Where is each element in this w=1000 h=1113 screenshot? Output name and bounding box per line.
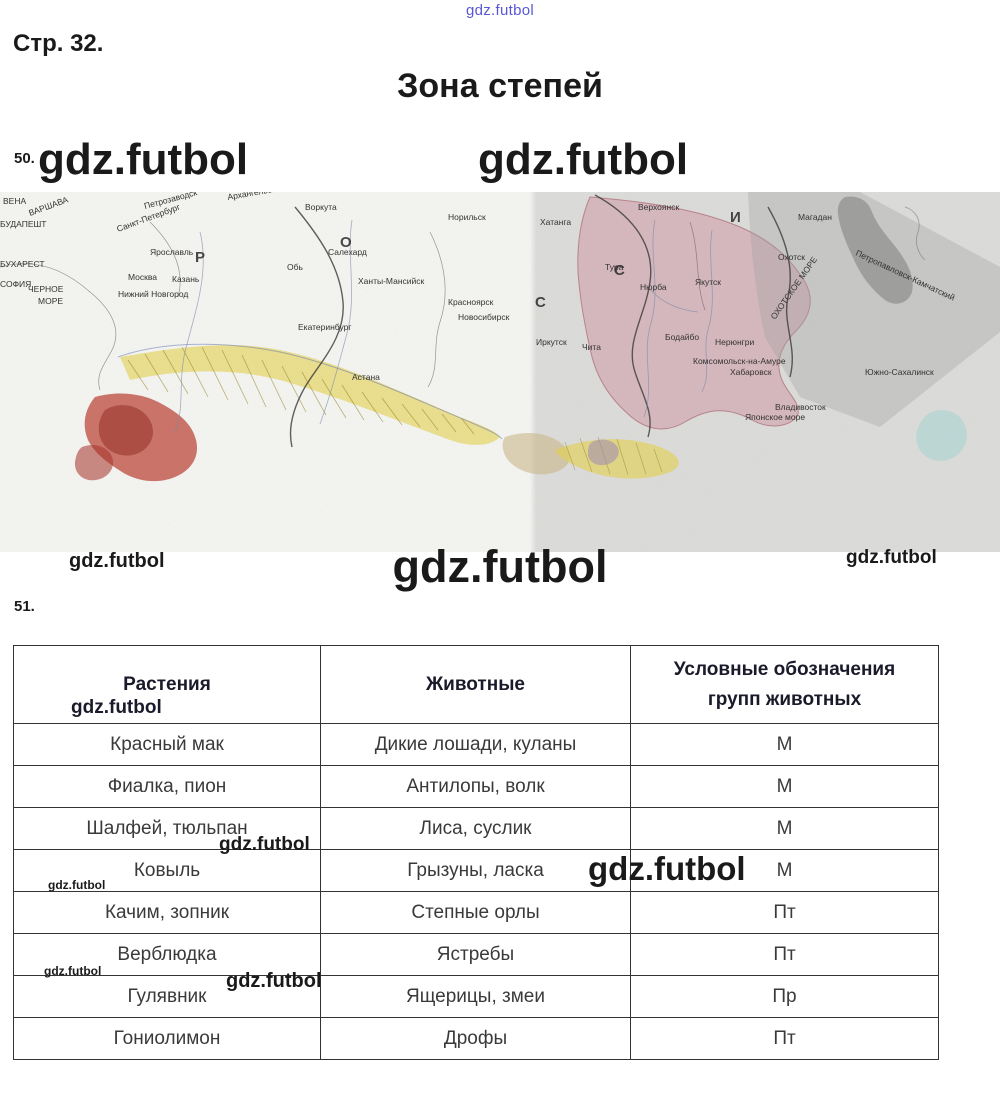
svg-text:Р: Р [195, 249, 205, 266]
svg-text:Москва: Москва [128, 272, 157, 282]
svg-text:МОРЕ: МОРЕ [38, 296, 63, 306]
svg-text:ВЕНА: ВЕНА [3, 196, 26, 206]
svg-text:Хатанга: Хатанга [540, 217, 571, 227]
svg-text:БУДАПЕШТ: БУДАПЕШТ [0, 219, 47, 229]
svg-text:Казань: Казань [172, 274, 200, 284]
svg-text:Норильск: Норильск [448, 212, 486, 222]
svg-text:Новосибирск: Новосибирск [458, 312, 510, 322]
svg-text:Южно-Сахалинск: Южно-Сахалинск [865, 367, 934, 377]
svg-text:Обь: Обь [287, 262, 303, 272]
svg-text:Иркутск: Иркутск [536, 337, 567, 347]
svg-text:Бодайбо: Бодайбо [665, 332, 699, 342]
svg-text:Нерюнгри: Нерюнгри [715, 337, 754, 347]
svg-text:Ханты-Мансийск: Ханты-Мансийск [358, 276, 425, 286]
svg-text:Нюрба: Нюрба [640, 282, 667, 292]
svg-text:О: О [340, 234, 352, 251]
svg-text:Магадан: Магадан [798, 212, 832, 222]
svg-text:Астана: Астана [352, 372, 380, 382]
svg-text:ЧЕРНОЕ: ЧЕРНОЕ [28, 284, 64, 294]
svg-text:Японское море: Японское море [745, 412, 805, 422]
svg-text:Ярославль: Ярославль [150, 247, 194, 257]
svg-text:Верхоянск: Верхоянск [638, 202, 679, 212]
svg-text:Екатеринбург: Екатеринбург [298, 322, 351, 332]
svg-text:Якутск: Якутск [695, 277, 721, 287]
svg-text:С: С [614, 262, 625, 279]
svg-text:И: И [730, 209, 741, 226]
svg-text:Чита: Чита [582, 342, 601, 352]
svg-text:БУХАРЕСТ: БУХАРЕСТ [0, 259, 45, 269]
svg-text:Охотск: Охотск [778, 252, 805, 262]
svg-text:Воркута: Воркута [305, 202, 337, 212]
svg-text:СОФИЯ: СОФИЯ [0, 279, 31, 289]
svg-text:С: С [535, 294, 546, 311]
svg-text:Владивосток: Владивосток [775, 402, 826, 412]
svg-text:Комсомольск-на-Амуре: Комсомольск-на-Амуре [693, 356, 786, 366]
svg-text:Хабаровск: Хабаровск [730, 367, 772, 377]
svg-text:Красноярск: Красноярск [448, 297, 494, 307]
svg-text:Нижний Новгород: Нижний Новгород [118, 289, 188, 299]
